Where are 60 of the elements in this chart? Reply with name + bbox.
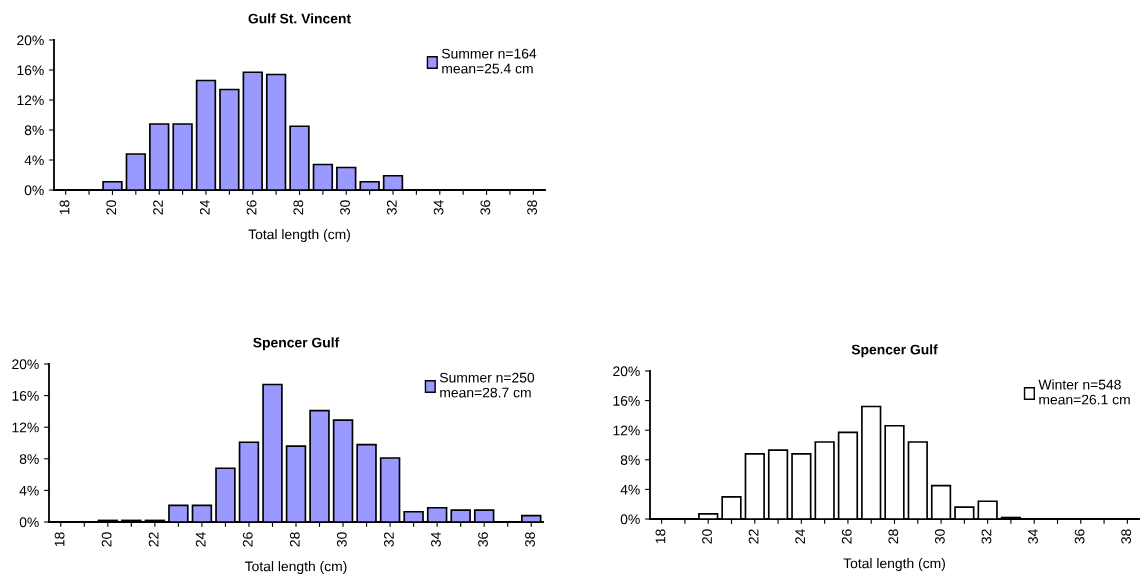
x-tick-label: 30	[336, 532, 347, 547]
x-tick-label: 28	[289, 532, 300, 547]
x-tick-label: 30	[340, 200, 350, 215]
x-axis-title: Total length (cm)	[244, 561, 347, 575]
y-tick-label: 8%	[24, 125, 44, 136]
x-tick-label: 24	[199, 200, 210, 215]
y-tick-label: 4%	[620, 484, 640, 495]
y-tick-label: 0%	[19, 517, 39, 528]
x-tick-label: 22	[153, 200, 163, 215]
y-tick-label: 12%	[17, 95, 44, 106]
x-tick-label: 24	[195, 532, 206, 547]
x-tick-label: 24	[795, 529, 805, 544]
x-tick-label: 22	[148, 532, 159, 547]
y-tick-label: 8%	[620, 455, 640, 465]
x-axis-title: Total length (cm)	[843, 558, 945, 572]
y-tick-label: 16%	[12, 390, 39, 401]
y-tick-label: 16%	[17, 65, 44, 76]
x-tick-label: 26	[841, 529, 852, 544]
x-tick-label: 32	[981, 529, 992, 544]
x-axis-title: Total length (cm)	[248, 229, 350, 243]
x-tick-label: 32	[386, 200, 397, 215]
chart-title: Spencer Gulf	[851, 344, 938, 358]
legend-label: Winter n=548 mean=26.1 cm	[1038, 379, 1130, 405]
x-tick-label: 38	[527, 200, 538, 215]
x-tick-label: 36	[480, 200, 491, 215]
x-tick-label: 18	[59, 200, 70, 215]
chart-title: Gulf St. Vincent	[248, 13, 351, 24]
y-tick-label: 4%	[19, 485, 39, 496]
x-tick-label: 34	[433, 200, 444, 215]
legend-label: Summer n=164 mean=25.4 cm	[441, 48, 537, 74]
y-tick-label: 0%	[620, 514, 640, 525]
x-tick-label: 28	[293, 200, 304, 215]
y-tick-label: 20%	[613, 366, 640, 377]
x-tick-label: 20	[702, 529, 712, 544]
y-tick-label: 4%	[24, 155, 44, 166]
y-tick-label: 0%	[24, 185, 44, 196]
x-tick-label: 36	[478, 532, 488, 547]
x-tick-label: 36	[1074, 529, 1085, 544]
x-tick-label: 32	[383, 532, 394, 547]
y-tick-label: 12%	[613, 425, 640, 436]
y-tick-label: 20%	[12, 359, 39, 370]
x-tick-label: 34	[1028, 529, 1038, 544]
legend-label: Summer n=250 mean=28.7 cm	[439, 372, 535, 398]
x-tick-label: 26	[242, 532, 253, 547]
x-tick-label: 38	[525, 532, 535, 547]
x-tick-label: 18	[655, 529, 666, 544]
x-tick-label: 34	[431, 532, 441, 547]
x-tick-label: 26	[246, 200, 257, 215]
x-tick-label: 30	[934, 529, 945, 544]
y-tick-label: 20%	[17, 35, 44, 46]
x-tick-label: 20	[101, 532, 112, 547]
y-tick-label: 8%	[19, 454, 39, 464]
x-tick-label: 20	[106, 200, 117, 215]
chart-title: Spencer Gulf	[253, 337, 340, 351]
x-tick-label: 38	[1121, 529, 1132, 544]
x-tick-label: 18	[54, 532, 65, 547]
y-tick-label: 16%	[613, 395, 640, 406]
y-tick-label: 12%	[12, 422, 39, 433]
x-tick-label: 22	[748, 529, 759, 544]
x-tick-label: 28	[888, 529, 899, 544]
